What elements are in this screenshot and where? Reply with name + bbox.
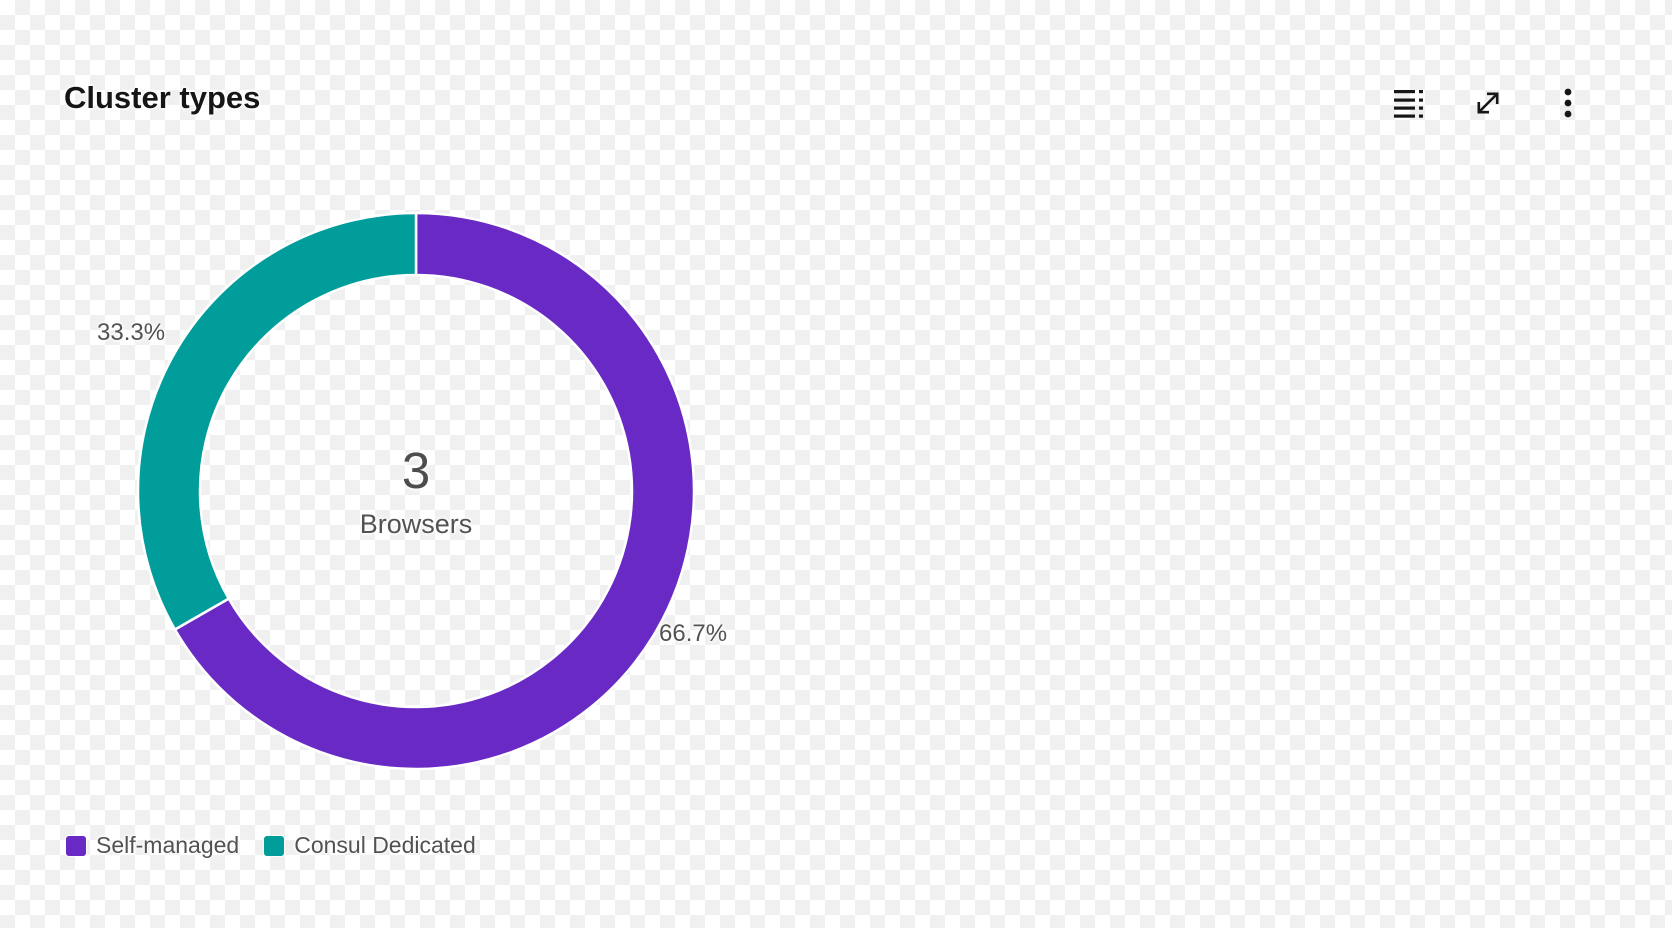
legend-swatch-teal (264, 835, 285, 856)
expand-icon (1472, 87, 1504, 119)
overflow-menu-icon (1552, 87, 1584, 119)
chart-legend: Self-managed Consul Dedicated (66, 834, 476, 857)
overflow-menu-button[interactable] (1544, 79, 1592, 127)
data-table-icon (1392, 87, 1424, 119)
expand-fullscreen-button[interactable] (1464, 79, 1512, 127)
legend-label: Self-managed (96, 832, 240, 858)
legend-item-self-managed[interactable]: Self-managed (66, 834, 239, 857)
page-title: Cluster types (64, 80, 261, 115)
slice-percent-label-self-managed: 66.7% (659, 620, 728, 647)
donut-segment-self-managed[interactable] (173, 211, 696, 771)
donut-segment-consul-dedicated[interactable] (136, 211, 418, 632)
legend-swatch-purple (66, 835, 86, 856)
legend-label: Consul Dedicated (294, 832, 476, 858)
slice-percent-label-consul-dedicated: 33.3% (97, 319, 166, 346)
donut-chart (116, 191, 716, 791)
legend-item-consul-dedicated[interactable]: Consul Dedicated (264, 834, 476, 857)
show-data-table-button[interactable] (1384, 79, 1432, 127)
